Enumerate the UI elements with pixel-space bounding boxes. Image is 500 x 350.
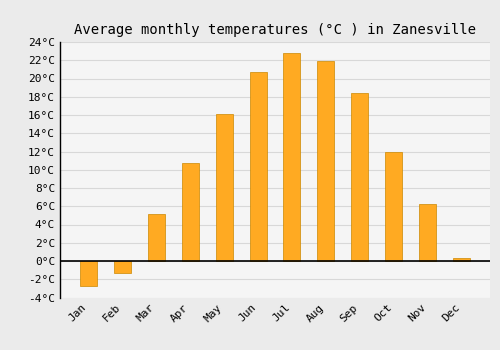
Bar [114, 261, 130, 273]
Bar [250, 72, 266, 261]
Bar [284, 53, 300, 261]
Bar [386, 152, 402, 261]
Bar [148, 215, 164, 261]
Bar [318, 61, 334, 261]
Bar [182, 163, 198, 261]
Bar [216, 114, 232, 261]
Title: Average monthly temperatures (°C ) in Zanesville: Average monthly temperatures (°C ) in Za… [74, 23, 476, 37]
Bar [352, 93, 368, 261]
Bar [454, 258, 470, 261]
Bar [80, 261, 96, 286]
Bar [420, 203, 436, 261]
